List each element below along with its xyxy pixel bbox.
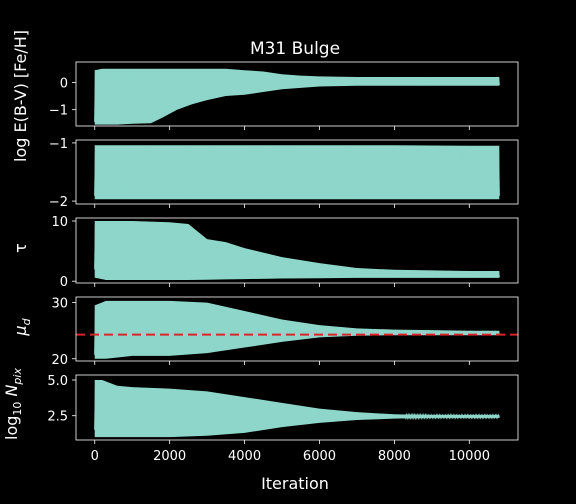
x-tick-label: 10000: [449, 449, 490, 464]
trace-line-tau: [94, 224, 500, 278]
panel-frame: [75, 374, 519, 441]
y-axis-label-tau: τ: [11, 243, 30, 253]
y-tick-label: 30: [51, 297, 68, 312]
trace-line-npix: [94, 383, 500, 435]
panel-npix: 5.0 2.5 log10 Npix: [2, 368, 519, 444]
x-tick-label: 8000: [378, 449, 411, 464]
x-tick-label: 0: [91, 449, 99, 464]
y-tick-label: 0: [60, 76, 68, 91]
y-axis-label-mud: μd: [11, 317, 33, 336]
panel-feh: 0 −1 log E(B-V) [Fe/H]: [11, 30, 519, 162]
y-tick-label: 20: [51, 353, 68, 368]
trace-line-mud: [94, 303, 500, 356]
panel-tau: 10 0 τ: [11, 215, 519, 290]
x-tick-label: 4000: [228, 449, 261, 464]
panel-frame: [75, 139, 519, 205]
x-tick-label: 6000: [303, 449, 336, 464]
panel-frame: [75, 61, 519, 127]
y-axis-label-npix: log10 Npix: [2, 368, 24, 440]
y-tick-label: −1: [49, 137, 68, 152]
y-tick-label: 10: [51, 215, 68, 230]
x-tick-label: 2000: [153, 449, 186, 464]
panel-ebv: −1 −2: [49, 137, 519, 210]
y-axis-label-feh: log E(B-V) [Fe/H]: [11, 30, 30, 162]
panel-frame: [75, 217, 519, 284]
y-tick-label: −1: [49, 104, 68, 119]
trace-line-ebv: [94, 147, 500, 197]
y-tick-label: 0: [60, 275, 68, 290]
panel-frame: [75, 296, 519, 362]
chart-title: M31 Bulge: [250, 39, 340, 59]
y-tick-label: 2.5: [47, 410, 68, 425]
y-tick-label: 5.0: [47, 374, 68, 389]
trace-line-feh: [94, 70, 500, 122]
x-axis-label: Iteration: [261, 474, 329, 493]
panel-mud: 30 20 μd: [11, 296, 519, 368]
y-tick-label: −2: [49, 195, 68, 210]
